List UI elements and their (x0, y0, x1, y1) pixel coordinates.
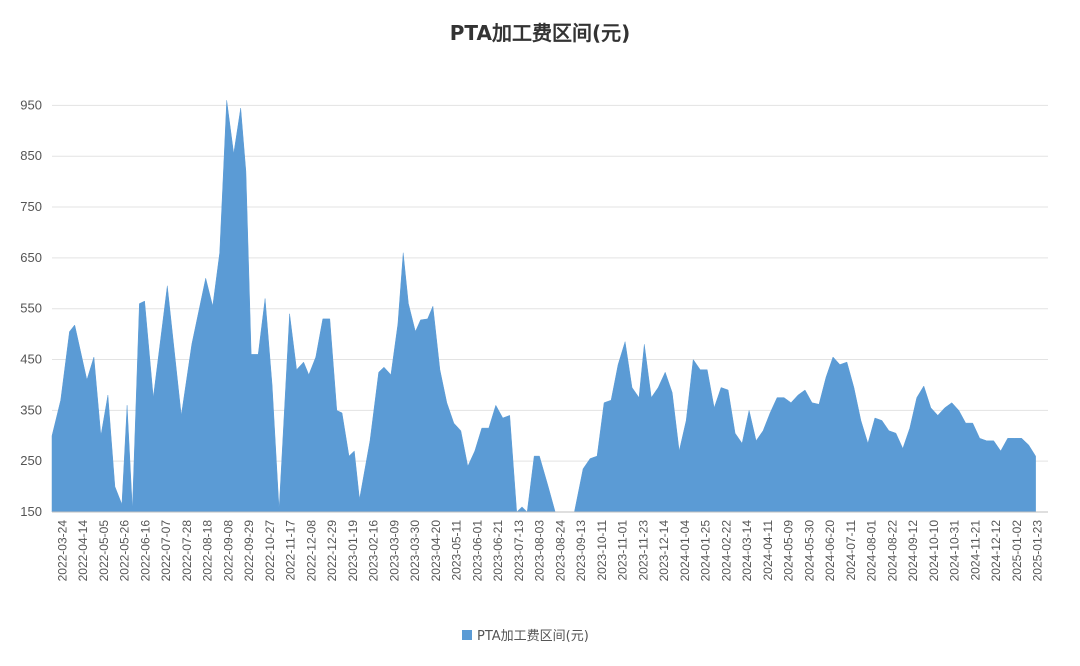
y-tick-label: 350 (20, 402, 42, 417)
x-tick-label: 2024-01-25 (699, 520, 713, 582)
x-tick-label: 2022-07-07 (159, 520, 173, 582)
x-tick-label: 2023-06-01 (470, 520, 484, 582)
x-tick-label: 2024-04-11 (761, 520, 775, 581)
series-area-path (51, 100, 1036, 513)
y-axis-ticks: 150 250 350 450 550 650 750 850 950 (20, 97, 42, 519)
x-tick-label: 2024-02-22 (719, 520, 733, 582)
x-tick-label: 2022-08-18 (201, 520, 215, 582)
x-tick-label: 2022-05-26 (118, 520, 132, 582)
chart-title: PTA加工费区间(元) (450, 21, 631, 45)
x-tick-label: 2022-10-27 (263, 520, 277, 582)
x-tick-label: 2022-12-29 (325, 520, 339, 582)
series-area (51, 100, 1036, 513)
y-tick-label: 950 (20, 97, 42, 112)
x-tick-label: 2023-09-13 (574, 520, 588, 582)
x-tick-label: 2024-08-01 (865, 520, 879, 582)
x-tick-label: 2024-01-04 (678, 520, 692, 582)
x-tick-label: 2024-09-12 (906, 520, 920, 582)
y-tick-label: 250 (20, 453, 42, 468)
x-tick-label: 2025-01-23 (1031, 520, 1045, 582)
y-tick-label: 850 (20, 148, 42, 163)
y-tick-label: 450 (20, 352, 42, 367)
x-tick-label: 2023-03-09 (387, 520, 401, 582)
y-tick-label: 750 (20, 199, 42, 214)
x-tick-label: 2023-05-11 (450, 520, 464, 581)
x-tick-label: 2024-07-11 (844, 520, 858, 581)
x-tick-label: 2023-03-30 (408, 520, 422, 582)
x-tick-label: 2022-09-29 (242, 520, 256, 582)
x-tick-label: 2023-08-03 (533, 520, 547, 582)
x-tick-label: 2024-08-22 (885, 520, 899, 582)
x-tick-label: 2022-05-05 (97, 520, 111, 582)
x-tick-label: 2023-10-11 (595, 520, 609, 581)
x-tick-label: 2023-01-19 (346, 520, 360, 582)
x-tick-label: 2024-10-31 (948, 520, 962, 582)
y-tick-label: 150 (20, 504, 42, 519)
x-tick-label: 2022-03-24 (55, 520, 69, 582)
x-tick-label: 2024-05-30 (802, 520, 816, 582)
x-tick-label: 2022-04-14 (76, 520, 90, 582)
x-tick-label: 2025-01-02 (1010, 520, 1024, 582)
x-tick-label: 2023-07-13 (512, 520, 526, 582)
y-tick-label: 550 (20, 301, 42, 316)
x-tick-label: 2024-12-12 (989, 520, 1003, 582)
x-tick-label: 2022-07-28 (180, 520, 194, 582)
x-tick-label: 2022-11-17 (284, 520, 298, 581)
x-tick-label: 2023-12-14 (657, 520, 671, 582)
x-tick-label: 2023-02-16 (367, 520, 381, 582)
x-tick-label: 2024-05-09 (782, 520, 796, 582)
x-tick-label: 2023-11-01 (616, 520, 630, 581)
x-tick-label: 2023-04-20 (429, 520, 443, 582)
x-tick-label: 2024-06-20 (823, 520, 837, 582)
legend[interactable]: PTA加工费区间(元) (462, 629, 589, 644)
x-tick-label: 2024-11-21 (968, 520, 982, 581)
x-tick-label: 2022-12-08 (304, 520, 318, 582)
legend-label: PTA加工费区间(元) (477, 629, 589, 644)
x-tick-label: 2022-09-08 (221, 520, 235, 582)
x-tick-label: 2023-06-21 (491, 520, 505, 582)
x-tick-label: 2024-10-10 (927, 520, 941, 582)
x-tick-label: 2023-08-24 (553, 520, 567, 582)
y-tick-label: 650 (20, 250, 42, 265)
x-tick-label: 2024-03-14 (740, 520, 754, 582)
x-tick-label: 2023-11-23 (636, 520, 650, 581)
legend-swatch (462, 630, 472, 640)
x-tick-label: 2022-06-16 (138, 520, 152, 582)
x-axis-ticks: 2022-03-24 2022-04-14 2022-05-05 2022-05-26… (55, 520, 1044, 582)
